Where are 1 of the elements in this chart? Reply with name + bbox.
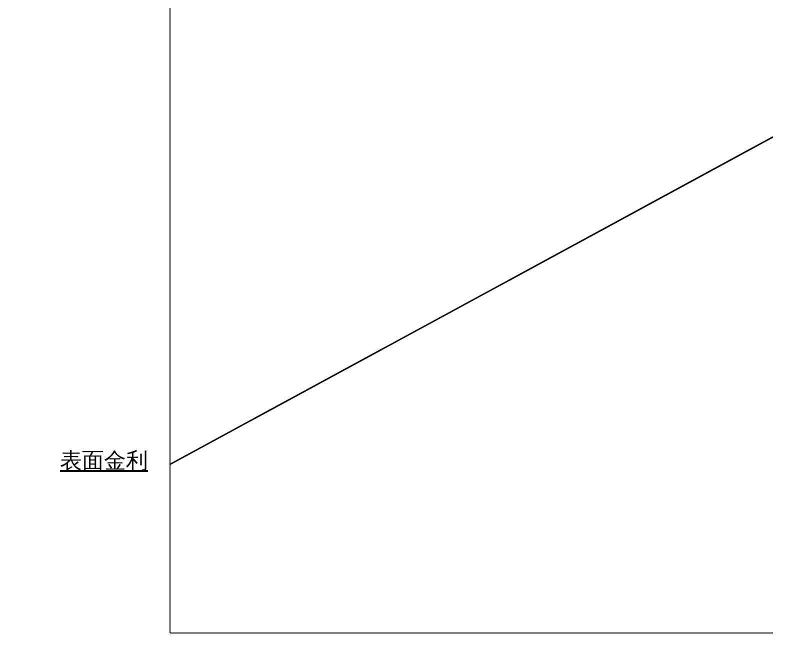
- annotation: 表面金利: [60, 448, 148, 476]
